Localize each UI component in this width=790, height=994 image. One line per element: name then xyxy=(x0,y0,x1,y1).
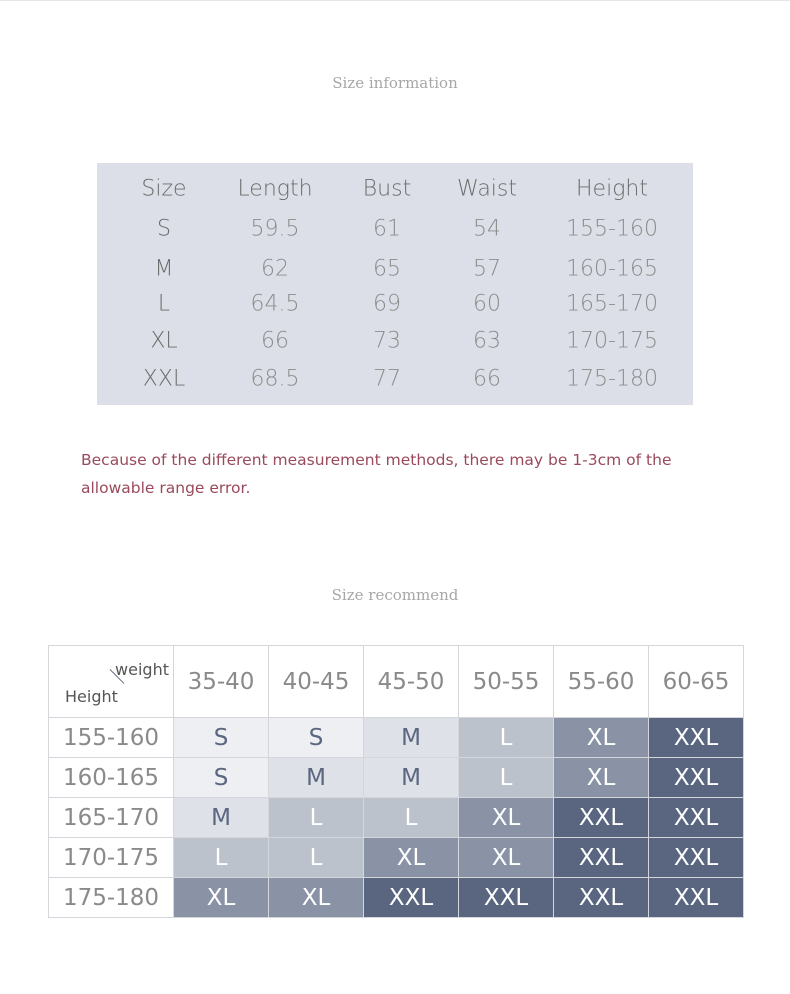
measurement-note: Because of the different measurement met… xyxy=(81,451,672,497)
table-cell: 160-165 xyxy=(566,256,658,282)
corner-label: weight Height xyxy=(49,646,173,717)
size-cell: XL xyxy=(553,717,649,758)
weight-header: 45-50 xyxy=(363,645,459,718)
weight-header: 60-65 xyxy=(648,645,744,718)
size-recommend-title: Size recommend xyxy=(331,586,459,604)
column-header: Bust xyxy=(362,176,412,202)
size-cell: XL xyxy=(173,877,269,918)
table-row: 160-165 S M M L XL XXL xyxy=(48,757,744,798)
table-cell: 65 xyxy=(373,256,401,282)
table-cell: XXL xyxy=(142,366,186,392)
table-cell: 68.5 xyxy=(250,366,300,392)
table-cell: 165-170 xyxy=(566,291,658,317)
table-cell: 59.5 xyxy=(250,216,300,242)
size-cell: XXL xyxy=(648,837,744,878)
height-cell: 175-180 xyxy=(48,877,174,918)
size-cell: XL xyxy=(458,797,554,838)
size-cell: XL xyxy=(268,877,364,918)
table-cell: 175-180 xyxy=(566,366,658,392)
size-information-table: Size Length Bust Waist Height S 59.5 61 54 155-16… xyxy=(97,163,693,405)
size-cell: M xyxy=(363,757,459,798)
size-cell: L xyxy=(458,717,554,758)
corner-header: weight Height xyxy=(48,645,174,718)
size-cell: XL xyxy=(363,837,459,878)
size-cell: L xyxy=(363,797,459,838)
size-cell: XXL xyxy=(648,797,744,838)
size-cell: XXL xyxy=(553,877,649,918)
table-row: 155-160 S S M L XL XXL xyxy=(48,717,744,758)
table-row: 175-180 XL XL XXL XXL XXL XXL xyxy=(48,877,744,918)
table-cell: 62 xyxy=(261,256,289,282)
size-cell: L xyxy=(173,837,269,878)
height-cell: 165-170 xyxy=(48,797,174,838)
table-cell: 66 xyxy=(261,328,289,354)
height-cell: 170-175 xyxy=(48,837,174,878)
height-label: Height xyxy=(65,687,118,706)
size-cell: S xyxy=(268,717,364,758)
size-cell: L xyxy=(268,837,364,878)
weight-header: 50-55 xyxy=(458,645,554,718)
table-cell: 155-160 xyxy=(566,216,658,242)
size-cell: XXL xyxy=(648,717,744,758)
size-information-title: Size information xyxy=(332,74,458,92)
size-cell: XXL xyxy=(648,877,744,918)
table-cell: 69 xyxy=(373,291,401,317)
divider xyxy=(0,0,790,1)
column-header: Length xyxy=(237,176,313,202)
column-header: Waist xyxy=(456,176,518,202)
size-cell: XL xyxy=(553,757,649,798)
weight-header: 35-40 xyxy=(173,645,269,718)
size-recommend-table: weight Height 35-40 40-45 45-50 50-55 55-60 60-… xyxy=(48,645,744,918)
table-cell: XL xyxy=(150,328,178,354)
size-cell: XXL xyxy=(648,757,744,798)
weight-header: 40-45 xyxy=(268,645,364,718)
size-cell: L xyxy=(458,757,554,798)
table-row: 165-170 M L L XL XXL XXL xyxy=(48,797,744,838)
table-cell: L xyxy=(157,291,171,317)
size-cell: XL xyxy=(458,837,554,878)
size-cell: M xyxy=(363,717,459,758)
table-cell: 60 xyxy=(473,291,501,317)
size-cell: M xyxy=(173,797,269,838)
table-cell: 170-175 xyxy=(566,328,658,354)
table-cell: M xyxy=(154,256,174,282)
size-cell: XXL xyxy=(363,877,459,918)
size-cell: S xyxy=(173,757,269,798)
height-cell: 155-160 xyxy=(48,717,174,758)
table-cell: 61 xyxy=(373,216,401,242)
column-header: Height xyxy=(576,176,648,202)
size-cell: XXL xyxy=(553,837,649,878)
size-cell: L xyxy=(268,797,364,838)
height-cell: 160-165 xyxy=(48,757,174,798)
size-cell: M xyxy=(268,757,364,798)
size-cell: XXL xyxy=(458,877,554,918)
column-header: Size xyxy=(141,176,187,202)
table-cell: 64.5 xyxy=(250,291,300,317)
table-cell: 57 xyxy=(473,256,501,282)
size-cell: S xyxy=(173,717,269,758)
table-cell: S xyxy=(157,216,171,242)
table-cell: 66 xyxy=(473,366,501,392)
table-cell: 54 xyxy=(473,216,501,242)
table-cell: 77 xyxy=(373,366,401,392)
table-cell: 63 xyxy=(473,328,501,354)
weight-header: 55-60 xyxy=(553,645,649,718)
size-cell: XXL xyxy=(553,797,649,838)
table-row: 170-175 L L XL XL XXL XXL xyxy=(48,837,744,878)
weight-label: weight xyxy=(115,660,169,679)
table-cell: 73 xyxy=(373,328,401,354)
